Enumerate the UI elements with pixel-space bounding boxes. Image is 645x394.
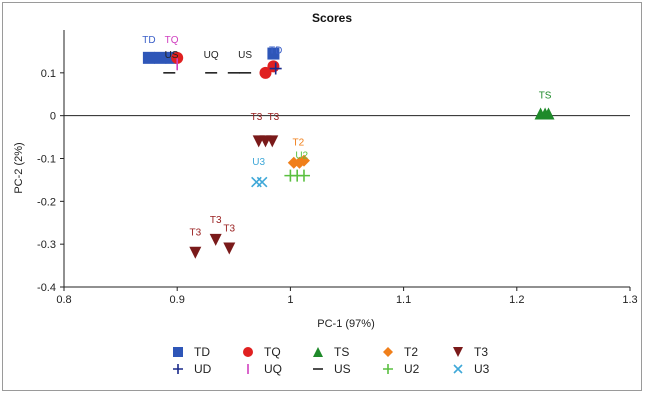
point-label: US (165, 50, 179, 61)
series-ud (269, 62, 282, 75)
legend-label: U2 (404, 362, 420, 376)
point-label: US (238, 50, 252, 61)
legend-item-us: US (313, 362, 351, 376)
point-label: TQ (165, 35, 179, 46)
legend-swatch (313, 347, 323, 357)
legend-swatch (383, 364, 393, 374)
x-tick-label: 1 (287, 294, 293, 306)
y-tick-label: 0.1 (41, 68, 56, 80)
data-marks (142, 47, 555, 259)
data-point (297, 154, 310, 167)
data-point (269, 62, 282, 75)
point-label: TD (142, 35, 155, 46)
point-label: T3 (189, 228, 201, 239)
data-point (154, 51, 167, 64)
data-point (142, 51, 155, 64)
x-tick-label: 1.1 (396, 294, 411, 306)
data-point (256, 176, 268, 188)
legend-swatch (453, 347, 463, 357)
legend-label: TS (334, 345, 349, 359)
data-point (297, 169, 310, 182)
legend-label: TQ (264, 345, 281, 359)
legend-label: T3 (474, 345, 488, 359)
chart-frame (2, 2, 642, 391)
data-point (267, 47, 280, 60)
data-point (266, 135, 279, 148)
series-ts (534, 107, 555, 120)
y-tick-label: -0.4 (37, 282, 56, 294)
legend-item-ts: TS (313, 345, 349, 359)
point-label: T3 (223, 223, 235, 234)
series-u2 (284, 169, 310, 182)
y-tick-label: -0.2 (37, 196, 56, 208)
legend-label: US (334, 362, 351, 376)
y-tick-label: -0.3 (37, 239, 56, 251)
point-label: T2 (292, 138, 304, 149)
x-axis-title: PC-1 (97%) (317, 318, 374, 330)
y-tick-label: 0 (50, 111, 56, 123)
data-point (267, 60, 280, 73)
legend-swatch (453, 364, 463, 374)
data-point (171, 51, 184, 64)
point-label: TD (269, 46, 282, 57)
legend-label: T2 (404, 345, 418, 359)
data-point (209, 233, 222, 246)
series-t3 (189, 135, 279, 259)
x-tick-label: 0.9 (170, 294, 185, 306)
legend-item-ud: UD (173, 362, 212, 376)
legend-label: TD (194, 345, 210, 359)
legend-swatch (173, 347, 183, 357)
legend-item-tq: TQ (243, 345, 281, 359)
legend-item-t2: T2 (383, 345, 418, 359)
x-tick-label: 1.3 (622, 294, 637, 306)
legend-swatch (173, 364, 183, 374)
legend-label: UQ (264, 362, 282, 376)
legend-item-u3: U3 (453, 362, 490, 376)
series-u3 (251, 176, 268, 188)
point-label: UQ (204, 50, 219, 61)
legend-item-u2: U2 (383, 362, 420, 376)
x-tick-label: 0.8 (56, 294, 71, 306)
point-label: T3 (251, 112, 263, 123)
point-label: U3 (252, 157, 265, 168)
legend: TD TQ TS T2 T3 UD UQ US U2 U3 (173, 345, 490, 376)
chart-title: Scores (312, 11, 352, 25)
y-tick-label: -0.1 (37, 154, 56, 166)
point-label: T3 (210, 215, 222, 226)
legend-label: U3 (474, 362, 490, 376)
y-axis-title: PC-2 (2%) (13, 142, 25, 193)
point-label: TS (539, 91, 552, 102)
series-tq (171, 51, 280, 79)
legend-swatch (243, 347, 253, 357)
point-label: T3 (268, 112, 280, 123)
series-t2 (287, 154, 310, 169)
axes: 0.8 0.9 1 1.1 1.2 1.3 0.1 0 -0.1 -0.2 -0.3 -0.4 (37, 30, 638, 306)
legend-item-t3: T3 (453, 345, 488, 359)
data-point (189, 246, 202, 259)
point-label: U2 (295, 151, 308, 162)
data-point (542, 107, 555, 120)
legend-item-uq: UQ (247, 362, 282, 376)
data-point (223, 242, 236, 255)
x-tick-label: 1.2 (509, 294, 524, 306)
legend-item-td: TD (173, 345, 210, 359)
legend-swatch (383, 347, 393, 357)
legend-label: UD (194, 362, 212, 376)
